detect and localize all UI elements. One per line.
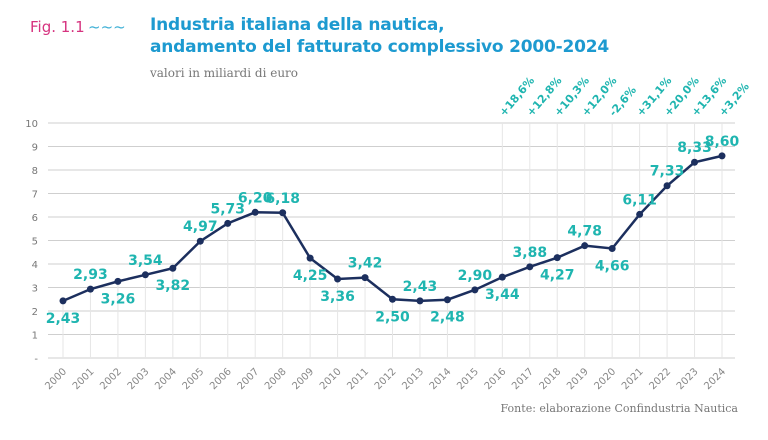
data-point bbox=[334, 275, 342, 283]
data-label: 4,97 bbox=[183, 219, 218, 235]
data-label: 3,54 bbox=[128, 253, 163, 269]
data-label: 6,11 bbox=[622, 192, 657, 208]
x-tick-label: 2005 bbox=[181, 366, 207, 392]
y-tick-label: 5 bbox=[32, 237, 38, 248]
data-label: 2,50 bbox=[375, 309, 410, 325]
x-tick-label: 2018 bbox=[538, 366, 564, 392]
data-label: 4,66 bbox=[595, 258, 630, 274]
x-tick-label: 2019 bbox=[565, 366, 591, 392]
x-tick-label: 2021 bbox=[620, 366, 646, 392]
data-label: 2,90 bbox=[458, 268, 493, 284]
x-tick-label: 2016 bbox=[483, 366, 509, 392]
title-line-2: andamento del fatturato complessivo 2000… bbox=[150, 37, 609, 57]
x-tick-label: 2014 bbox=[428, 366, 454, 392]
x-tick-label: 2024 bbox=[702, 366, 728, 392]
x-tick-label: 2013 bbox=[400, 366, 426, 392]
data-point bbox=[169, 264, 177, 272]
x-tick-label: 2007 bbox=[236, 366, 262, 392]
data-point bbox=[718, 152, 726, 160]
x-tick-label: 2012 bbox=[373, 366, 399, 392]
data-point bbox=[553, 254, 561, 262]
y-tick-label: 7 bbox=[32, 190, 38, 201]
data-point bbox=[389, 295, 396, 303]
x-tick-label: 2015 bbox=[455, 366, 481, 392]
x-tick-label: 2023 bbox=[675, 366, 701, 392]
data-label: 3,88 bbox=[513, 245, 548, 261]
data-point bbox=[636, 210, 644, 218]
chart-title: Industria italiana della nautica, andame… bbox=[150, 14, 609, 58]
x-tick-label: 2022 bbox=[647, 366, 673, 392]
data-label: 6,20 bbox=[238, 190, 273, 206]
y-tick-label: - bbox=[34, 354, 38, 365]
x-tick-label: 2001 bbox=[71, 366, 97, 392]
data-label: 6,18 bbox=[265, 191, 300, 207]
data-label: 3,36 bbox=[320, 289, 355, 305]
data-point bbox=[114, 277, 122, 285]
data-point bbox=[443, 296, 451, 304]
data-point bbox=[141, 271, 149, 279]
data-point bbox=[608, 244, 616, 252]
x-tick-label: 2002 bbox=[98, 366, 124, 392]
data-label: 2,93 bbox=[73, 267, 108, 283]
data-point bbox=[59, 297, 67, 305]
y-tick-label: 1 bbox=[32, 331, 38, 342]
y-tick-label: 2 bbox=[32, 307, 38, 318]
data-point bbox=[691, 158, 699, 166]
title-line-1: Industria italiana della nautica, bbox=[150, 15, 445, 35]
x-tick-label: 2010 bbox=[318, 366, 344, 392]
data-point bbox=[361, 274, 369, 282]
data-label: 8,60 bbox=[705, 134, 740, 150]
data-point bbox=[86, 285, 94, 293]
wave-icon: ~~~ bbox=[88, 18, 126, 36]
data-point bbox=[526, 263, 534, 271]
data-label: 4,25 bbox=[293, 268, 328, 284]
source-note: Fonte: elaborazione Confindustria Nautic… bbox=[500, 402, 738, 415]
data-label: 4,27 bbox=[540, 268, 575, 284]
data-point bbox=[306, 254, 314, 262]
data-point bbox=[471, 286, 479, 294]
figure-number: Fig. 1.1 bbox=[30, 18, 85, 36]
data-label: 3,82 bbox=[156, 278, 191, 294]
data-label: 3,42 bbox=[348, 256, 383, 272]
data-label: 5,73 bbox=[210, 201, 245, 217]
data-label: 2,43 bbox=[46, 311, 81, 327]
data-label: 8,33 bbox=[677, 140, 712, 156]
y-tick-label: 6 bbox=[32, 213, 38, 224]
data-label: 7,33 bbox=[650, 164, 685, 180]
data-point bbox=[224, 219, 232, 227]
y-tick-label: 9 bbox=[32, 143, 38, 154]
data-label: 2,48 bbox=[430, 310, 465, 326]
x-tick-label: 2009 bbox=[290, 366, 316, 392]
x-tick-label: 2011 bbox=[345, 366, 371, 392]
y-tick-label: 3 bbox=[32, 284, 38, 295]
data-point bbox=[251, 208, 259, 216]
data-label: 3,44 bbox=[485, 287, 520, 303]
x-tick-label: 2017 bbox=[510, 366, 536, 392]
chart-subtitle: valori in miliardi di euro bbox=[150, 66, 299, 80]
x-tick-label: 2008 bbox=[263, 366, 289, 392]
x-tick-label: 2000 bbox=[43, 366, 69, 392]
data-point bbox=[581, 242, 589, 250]
data-label: 4,78 bbox=[567, 224, 602, 240]
data-label: 3,26 bbox=[101, 291, 136, 307]
data-point bbox=[279, 209, 287, 217]
x-tick-label: 2020 bbox=[593, 366, 619, 392]
y-tick-label: 8 bbox=[32, 166, 38, 177]
x-tick-label: 2003 bbox=[126, 366, 152, 392]
x-tick-label: 2006 bbox=[208, 366, 234, 392]
y-tick-label: 4 bbox=[32, 260, 38, 271]
data-point bbox=[196, 237, 204, 245]
y-tick-label: 10 bbox=[25, 119, 38, 130]
data-point bbox=[663, 182, 671, 190]
data-point bbox=[498, 273, 506, 281]
data-point bbox=[416, 297, 424, 305]
data-label: 2,43 bbox=[403, 279, 438, 295]
x-tick-label: 2004 bbox=[153, 366, 179, 392]
